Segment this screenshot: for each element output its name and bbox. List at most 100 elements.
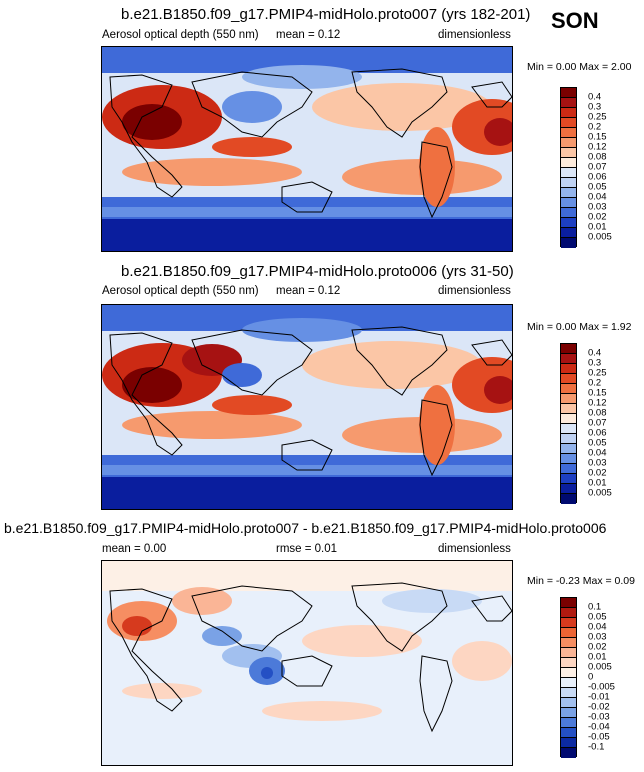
colorbar-segment — [561, 484, 576, 494]
panel1-variable-label: Aerosol optical depth (550 nm) — [102, 29, 259, 41]
panel3-mean: mean = 0.00 — [102, 543, 167, 555]
colorbar-segment — [561, 88, 576, 98]
colorbar-tick-label: 0.005 — [588, 661, 612, 673]
colorbar-segment — [561, 424, 576, 434]
colorbar-tick-label: -0.05 — [588, 731, 610, 743]
colorbar-tick-label: -0.1 — [588, 741, 605, 753]
colorbar-segment — [561, 198, 576, 208]
colorbar-tick-label: 0.03 — [588, 631, 607, 643]
colorbar-segment — [561, 718, 576, 728]
colorbar-tick-label: 0.07 — [588, 161, 607, 173]
colorbar-tick-label: 0.05 — [588, 611, 607, 623]
colorbar-tick-label: 0.08 — [588, 407, 607, 419]
colorbar-segment — [561, 238, 576, 248]
panel2-units: dimensionless — [438, 285, 511, 297]
colorbar-segment — [561, 218, 576, 228]
colorbar-segment — [561, 128, 576, 138]
colorbar-tick-label: 0.04 — [588, 621, 607, 633]
colorbar-tick-label: 0.005 — [588, 231, 612, 243]
colorbar-segment — [561, 728, 576, 738]
panel1-minmax: Min = 0.00 Max = 2.00 — [527, 61, 632, 73]
colorbar-tick-label: -0.01 — [588, 691, 610, 703]
colorbar-tick-label: 0.05 — [588, 181, 607, 193]
colorbar-tick-label: 0.06 — [588, 427, 607, 439]
colorbar-tick-label: 0.12 — [588, 397, 607, 409]
colorbar-tick-label: -0.005 — [588, 681, 615, 693]
panel2-colorbar-labels: 0.4 0.3 0.25 0.2 0.15 0.12 0.08 0.07 0.0… — [588, 343, 628, 503]
colorbar-segment — [561, 748, 576, 758]
colorbar-tick-label: 0.02 — [588, 211, 607, 223]
panel2-map — [101, 304, 513, 510]
colorbar-segment — [561, 464, 576, 474]
colorbar-segment — [561, 454, 576, 464]
colorbar-segment — [561, 618, 576, 628]
colorbar-segment — [561, 394, 576, 404]
colorbar-tick-label: 0.005 — [588, 487, 612, 499]
panel2-mean: mean = 0.12 — [276, 285, 341, 297]
colorbar-segment — [561, 434, 576, 444]
colorbar-tick-label: 0.05 — [588, 437, 607, 449]
panel3-colorbar-labels: 0.1 0.05 0.04 0.03 0.02 0.01 0.005 0 -0.… — [588, 597, 628, 757]
panel1-mean: mean = 0.12 — [276, 29, 341, 41]
panel3-map-field — [102, 561, 512, 765]
colorbar-segment — [561, 384, 576, 394]
panel1-map — [101, 46, 513, 252]
colorbar-segment — [561, 494, 576, 504]
colorbar-segment — [561, 344, 576, 354]
colorbar-tick-label: 0.3 — [588, 357, 602, 369]
panel1-map-field — [102, 47, 512, 251]
panel2-minmax: Min = 0.00 Max = 1.92 — [527, 321, 632, 333]
colorbar-tick-label: 0.01 — [588, 651, 607, 663]
panel3-title: b.e21.B1850.f09_g17.PMIP4-midHolo.proto0… — [4, 520, 607, 536]
colorbar-segment — [561, 708, 576, 718]
panel1-units: dimensionless — [438, 29, 511, 41]
colorbar-tick-label: 0.2 — [588, 377, 602, 389]
colorbar-tick-label: 0.03 — [588, 457, 607, 469]
panel3-minmax: Min = -0.23 Max = 0.09 — [527, 575, 635, 587]
colorbar-segment — [561, 638, 576, 648]
colorbar-segment — [561, 208, 576, 218]
colorbar-segment — [561, 98, 576, 108]
panel2-variable-label: Aerosol optical depth (550 nm) — [102, 285, 259, 297]
colorbar-tick-label: -0.03 — [588, 711, 610, 723]
panel2-colorbar — [560, 343, 577, 504]
colorbar-segment — [561, 158, 576, 168]
colorbar-tick-label: 0.03 — [588, 201, 607, 213]
colorbar-segment — [561, 108, 576, 118]
colorbar-segment — [561, 648, 576, 658]
colorbar-tick-label: 0.1 — [588, 601, 602, 613]
colorbar-tick-label: 0.04 — [588, 447, 607, 459]
panel3-rmse: rmse = 0.01 — [276, 543, 338, 555]
colorbar-tick-label: 0.25 — [588, 367, 607, 379]
colorbar-tick-label: 0.4 — [588, 91, 602, 103]
colorbar-segment — [561, 688, 576, 698]
panel2-map-field — [102, 305, 512, 509]
colorbar-segment — [561, 118, 576, 128]
colorbar-segment — [561, 678, 576, 688]
panel3-units: dimensionless — [438, 543, 511, 555]
colorbar-tick-label: 0.04 — [588, 191, 607, 203]
panel1-colorbar — [560, 87, 577, 248]
colorbar-tick-label: 0.4 — [588, 347, 602, 359]
colorbar-segment — [561, 138, 576, 148]
colorbar-segment — [561, 374, 576, 384]
colorbar-tick-label: -0.02 — [588, 701, 610, 713]
colorbar-tick-label: 0.15 — [588, 387, 607, 399]
colorbar-tick-label: 0.08 — [588, 151, 607, 163]
colorbar-segment — [561, 608, 576, 618]
colorbar-tick-label: 0.01 — [588, 477, 607, 489]
colorbar-tick-label: -0.04 — [588, 721, 610, 733]
colorbar-segment — [561, 474, 576, 484]
panel3-colorbar — [560, 597, 577, 758]
colorbar-tick-label: 0.02 — [588, 641, 607, 653]
colorbar-segment — [561, 738, 576, 748]
colorbar-tick-label: 0.06 — [588, 171, 607, 183]
season-label: SON — [551, 8, 599, 33]
colorbar-segment — [561, 444, 576, 454]
panel2-title: b.e21.B1850.f09_g17.PMIP4-midHolo.proto0… — [121, 263, 514, 280]
colorbar-tick-label: 0.2 — [588, 121, 602, 133]
colorbar-tick-label: 0.07 — [588, 417, 607, 429]
panel3-map — [101, 560, 513, 766]
colorbar-segment — [561, 364, 576, 374]
colorbar-tick-label: 0 — [588, 671, 594, 683]
